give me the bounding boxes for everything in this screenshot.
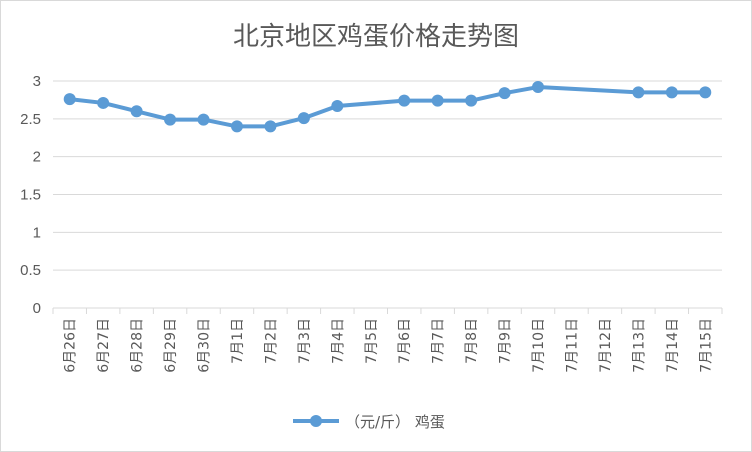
x-tick-label: 7月6日 xyxy=(397,318,413,364)
data-point xyxy=(297,112,310,125)
x-tick-label: 6月27日 xyxy=(96,318,112,373)
x-tick-label: 7月12日 xyxy=(598,318,614,373)
data-point xyxy=(97,96,110,109)
x-axis: 6月26日 6月27日 6月28日 6月29日 6月30日 7月1日 7月2日 7月3日 7月4… xyxy=(52,308,723,373)
chart-title: 北京地区鸡蛋价格走势图 xyxy=(233,22,519,52)
x-tick-label: 7月15日 xyxy=(698,318,714,373)
x-tick-label: 7月4日 xyxy=(330,318,346,364)
y-tick-label: 1 xyxy=(33,224,41,241)
legend-label: （元/斤） 鸡蛋 xyxy=(345,413,445,431)
y-tick-label: 1.5 xyxy=(20,187,41,204)
x-tick-label: 7月11日 xyxy=(564,318,580,373)
x-tick-label: 6月28日 xyxy=(130,318,146,373)
data-point xyxy=(63,93,76,106)
x-tick-label: 7月9日 xyxy=(498,318,514,364)
legend: （元/斤） 鸡蛋 xyxy=(293,413,445,431)
x-tick-label: 7月8日 xyxy=(464,318,480,364)
data-point xyxy=(264,120,277,133)
data-point xyxy=(632,86,645,99)
data-point xyxy=(699,86,712,99)
data-point xyxy=(665,86,678,99)
data-point xyxy=(498,87,511,100)
data-point xyxy=(331,99,344,112)
x-tick-label: 7月10日 xyxy=(531,318,547,373)
data-point xyxy=(532,81,545,94)
data-point xyxy=(465,94,478,107)
data-point xyxy=(164,113,177,126)
y-tick-label: 2.5 xyxy=(20,111,41,128)
y-tick-label: 0.5 xyxy=(20,262,41,279)
y-tick-label: 3 xyxy=(33,73,41,90)
x-tick-label: 7月5日 xyxy=(364,318,380,364)
x-tick-label: 6月29日 xyxy=(163,318,179,373)
data-point xyxy=(197,113,210,126)
x-tick-label: 7月1日 xyxy=(230,318,246,364)
y-tick-label: 0 xyxy=(33,300,41,317)
data-point xyxy=(398,94,411,107)
data-point xyxy=(230,120,243,133)
x-tick-label: 7月2日 xyxy=(263,318,279,364)
x-tick-label: 6月30日 xyxy=(197,318,213,373)
x-tick-label: 7月7日 xyxy=(431,318,447,364)
data-point xyxy=(431,94,444,107)
data-point xyxy=(130,105,143,118)
x-tick-label: 7月14日 xyxy=(665,318,681,373)
legend-marker-swatch xyxy=(310,415,322,427)
y-axis: 0 0.5 1 1.5 2 2.5 3 xyxy=(20,73,41,317)
y-tick-label: 2 xyxy=(33,149,41,166)
series-layer xyxy=(63,81,712,133)
x-tick-label: 7月13日 xyxy=(631,318,647,373)
x-tick-label: 6月26日 xyxy=(63,318,79,373)
x-tick-label: 7月3日 xyxy=(297,318,313,364)
